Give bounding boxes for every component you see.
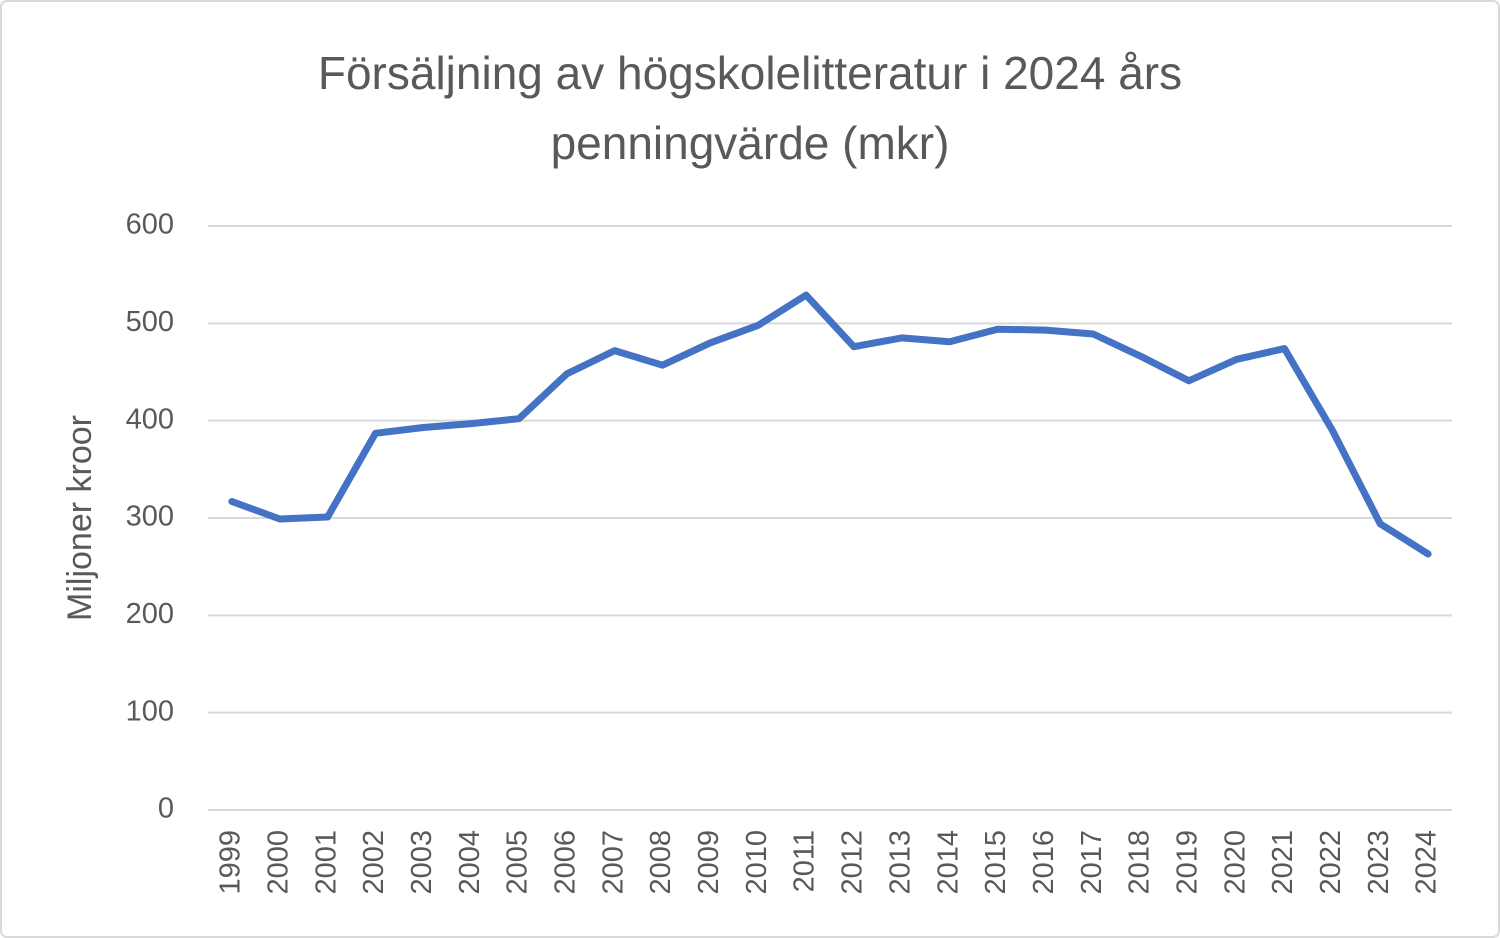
x-tick-label: 1999 bbox=[215, 830, 247, 895]
x-tick-label: 2002 bbox=[358, 830, 390, 895]
x-tick-label: 2004 bbox=[454, 830, 486, 895]
x-tick-label: 2005 bbox=[502, 830, 534, 895]
x-tick-label: 2008 bbox=[645, 830, 677, 895]
data-line bbox=[228, 291, 1432, 558]
x-tick-label: 2014 bbox=[932, 830, 964, 895]
x-tick-label: 2010 bbox=[741, 830, 773, 895]
x-tick-label: 2000 bbox=[262, 830, 294, 895]
x-tick-label: 2012 bbox=[837, 830, 869, 895]
y-tick-label: 500 bbox=[126, 306, 174, 338]
x-tick-label: 2015 bbox=[980, 830, 1012, 895]
x-tick-label: 2009 bbox=[693, 830, 725, 895]
chart-title: Försäljning av högskolelitteratur i 2024… bbox=[317, 47, 1183, 169]
x-tick-label: 2011 bbox=[789, 830, 821, 892]
x-tick-label: 2016 bbox=[1028, 830, 1060, 895]
x-tick-label: 2023 bbox=[1363, 830, 1395, 895]
x-tick-label: 2003 bbox=[406, 830, 438, 895]
x-tick-label: 2022 bbox=[1315, 830, 1347, 895]
x-tick-label: 2018 bbox=[1124, 830, 1156, 895]
x-tick-label: 2019 bbox=[1172, 830, 1204, 895]
y-tick-label: 600 bbox=[126, 209, 174, 241]
x-tick-label: 2021 bbox=[1267, 830, 1299, 895]
x-tick-label: 2024 bbox=[1411, 830, 1443, 895]
y-tick-label: 200 bbox=[126, 598, 174, 630]
y-tick-label: 400 bbox=[126, 403, 174, 435]
y-tick-label: 0 bbox=[158, 793, 174, 825]
x-tick-label: 2017 bbox=[1076, 830, 1108, 895]
x-tick-label: 2001 bbox=[310, 830, 342, 895]
y-tick-label: 100 bbox=[126, 695, 174, 727]
x-tick-label: 2007 bbox=[597, 830, 629, 895]
y-tick-label: 300 bbox=[126, 501, 174, 533]
x-tick-label: 2020 bbox=[1219, 830, 1251, 895]
x-tick-label: 2013 bbox=[884, 830, 916, 895]
x-tick-label: 2006 bbox=[550, 830, 582, 895]
y-axis-label: Miljoner kroor bbox=[61, 415, 99, 621]
